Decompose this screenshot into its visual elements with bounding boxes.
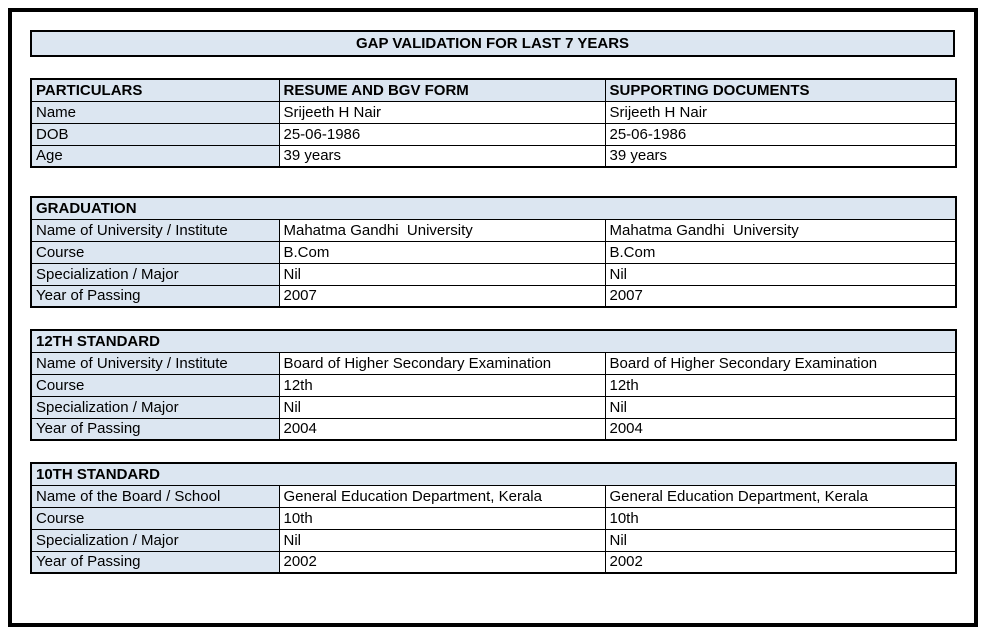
resume-value-cell: 25-06-1986 [278, 122, 606, 146]
table-row-year-of-passing: Year of Passing 2007 2007 [30, 284, 957, 308]
supporting-value-cell: Nil [604, 528, 957, 552]
table-row-name: Name Srijeeth H Nair Srijeeth H Nair [30, 100, 957, 124]
section-title-10th-standard: 10TH STANDARD [30, 462, 957, 486]
table-row-specialization: Specialization / Major Nil Nil [30, 528, 957, 552]
resume-value-cell: Srijeeth H Nair [278, 100, 606, 124]
row-label-cell: Name [30, 100, 280, 124]
resume-value-cell: 2002 [278, 550, 606, 574]
row-label-cell: Name of University / Institute [30, 218, 280, 242]
resume-value-cell: 39 years [278, 144, 606, 168]
table-row-institute: Name of University / Institute Board of … [30, 351, 957, 375]
resume-value-cell: 10th [278, 506, 606, 530]
section-table-10th-standard: 10TH STANDARD Name of the Board / School… [30, 462, 958, 574]
supporting-value-cell: B.Com [604, 240, 957, 264]
resume-value-cell: Board of Higher Secondary Examination [278, 351, 606, 375]
section-header-row: 12TH STANDARD [30, 329, 957, 353]
resume-value-cell: Mahatma Gandhi University [278, 218, 606, 242]
resume-value-cell: General Education Department, Kerala [278, 484, 606, 508]
section-table-12th-standard: 12TH STANDARD Name of University / Insti… [30, 329, 958, 441]
supporting-value-cell: Mahatma Gandhi University [604, 218, 957, 242]
row-label-cell: Year of Passing [30, 550, 280, 574]
supporting-value-cell: General Education Department, Kerala [604, 484, 957, 508]
column-header-resume-bgv: RESUME AND BGV FORM [278, 78, 606, 102]
section-title-graduation: GRADUATION [30, 196, 957, 220]
table-row-course: Course 10th 10th [30, 506, 957, 530]
row-label-cell: Course [30, 506, 280, 530]
section-title-12th-standard: 12TH STANDARD [30, 329, 957, 353]
document-frame: GAP VALIDATION FOR LAST 7 YEARS PARTICUL… [8, 8, 978, 627]
table-row-year-of-passing: Year of Passing 2002 2002 [30, 550, 957, 574]
supporting-value-cell: 12th [604, 373, 957, 397]
particulars-table: PARTICULARS RESUME AND BGV FORM SUPPORTI… [30, 78, 957, 168]
row-label-cell: Year of Passing [30, 284, 280, 308]
resume-value-cell: Nil [278, 528, 606, 552]
supporting-value-cell: Nil [604, 395, 957, 419]
row-label-cell: Specialization / Major [30, 262, 280, 286]
resume-value-cell: B.Com [278, 240, 606, 264]
resume-value-cell: 2004 [278, 417, 606, 441]
page-title: GAP VALIDATION FOR LAST 7 YEARS [30, 30, 955, 57]
supporting-value-cell: 2004 [604, 417, 957, 441]
supporting-value-cell: 2002 [604, 550, 957, 574]
resume-value-cell: Nil [278, 395, 606, 419]
resume-value-cell: 2007 [278, 284, 606, 308]
section-table-graduation: GRADUATION Name of University / Institut… [30, 196, 957, 308]
table-row-institute: Name of University / Institute Mahatma G… [30, 218, 957, 242]
table-row-specialization: Specialization / Major Nil Nil [30, 395, 957, 419]
row-label-cell: Age [30, 144, 280, 168]
table-row-dob: DOB 25-06-1986 25-06-1986 [30, 122, 957, 146]
table-row-age: Age 39 years 39 years [30, 144, 957, 168]
supporting-value-cell: 25-06-1986 [604, 122, 957, 146]
column-header-particulars: PARTICULARS [30, 78, 280, 102]
table-row-specialization: Specialization / Major Nil Nil [30, 262, 957, 286]
supporting-value-cell: Nil [604, 262, 957, 286]
column-header-supporting-docs: SUPPORTING DOCUMENTS [604, 78, 957, 102]
resume-value-cell: Nil [278, 262, 606, 286]
row-label-cell: Name of the Board / School [30, 484, 280, 508]
supporting-value-cell: 10th [604, 506, 957, 530]
supporting-value-cell: Board of Higher Secondary Examination [604, 351, 957, 375]
section-header-row: 10TH STANDARD [30, 462, 957, 486]
row-label-cell: DOB [30, 122, 280, 146]
resume-value-cell: 12th [278, 373, 606, 397]
supporting-value-cell: Srijeeth H Nair [604, 100, 957, 124]
row-label-cell: Year of Passing [30, 417, 280, 441]
table-row-course: Course B.Com B.Com [30, 240, 957, 264]
row-label-cell: Name of University / Institute [30, 351, 280, 375]
section-header-row: GRADUATION [30, 196, 957, 220]
row-label-cell: Course [30, 373, 280, 397]
table-row-board-school: Name of the Board / School General Educa… [30, 484, 957, 508]
row-label-cell: Specialization / Major [30, 528, 280, 552]
row-label-cell: Course [30, 240, 280, 264]
row-label-cell: Specialization / Major [30, 395, 280, 419]
document-content: GAP VALIDATION FOR LAST 7 YEARS PARTICUL… [12, 12, 974, 574]
supporting-value-cell: 2007 [604, 284, 957, 308]
table-row-year-of-passing: Year of Passing 2004 2004 [30, 417, 957, 441]
table-header-row: PARTICULARS RESUME AND BGV FORM SUPPORTI… [30, 78, 957, 102]
table-row-course: Course 12th 12th [30, 373, 957, 397]
supporting-value-cell: 39 years [604, 144, 957, 168]
